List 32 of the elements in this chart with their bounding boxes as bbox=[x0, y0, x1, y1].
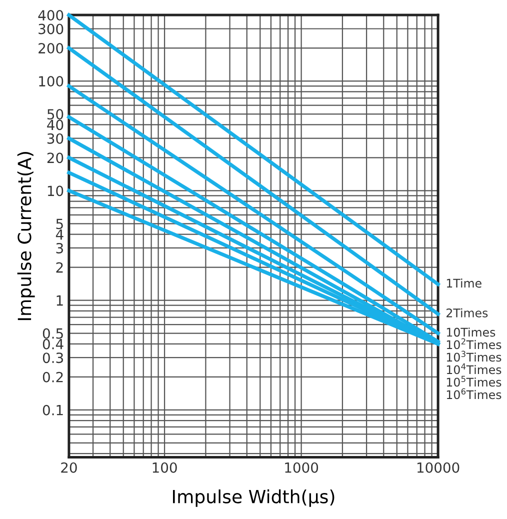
y-tick-label: 100 bbox=[39, 76, 64, 87]
y-tick-label: 10 bbox=[48, 186, 64, 196]
series-label: 2Times bbox=[446, 308, 488, 318]
y-tick-label: 300 bbox=[38, 24, 64, 34]
y-tick-label: 4 bbox=[56, 229, 64, 240]
y-tick-label: 40 bbox=[47, 120, 64, 130]
series-label: 10$^{4}$Times bbox=[446, 363, 502, 374]
x-axis-title: Impulse Width(μs) bbox=[173, 489, 334, 507]
y-tick-label: 0.2 bbox=[42, 372, 63, 382]
y-tick-label: 30 bbox=[47, 133, 64, 144]
y-tick-label: 1 bbox=[56, 295, 63, 306]
text: 10$^{6}$Times bbox=[446, 388, 502, 400]
series-label: 10$^{3}$Times bbox=[446, 350, 502, 362]
y-tick-label: 3 bbox=[56, 242, 63, 254]
x-tick-label: 1000 bbox=[285, 462, 318, 473]
y-tick-label: 400 bbox=[38, 10, 64, 21]
y-tick-label: 200 bbox=[38, 43, 64, 54]
y-tick-label: 20 bbox=[47, 152, 64, 164]
y-tick-label: 0.4 bbox=[42, 338, 64, 350]
series-label: 10$^{2}$Times bbox=[446, 338, 502, 350]
y-tick-label: 5 bbox=[56, 218, 63, 230]
series-label: 10Times bbox=[446, 328, 496, 337]
y-tick-label: 0.3 bbox=[42, 352, 63, 364]
text: 10$^{5}$Times bbox=[446, 376, 502, 387]
y-axis-title: Impulse Current(A) bbox=[17, 152, 35, 320]
x-tick-label: 10000 bbox=[417, 462, 460, 473]
y-tick-label: 0.5 bbox=[42, 328, 63, 339]
series-label: 1Time bbox=[446, 278, 482, 288]
y-tick-label: 2 bbox=[56, 262, 63, 273]
x-tick-label: 100 bbox=[152, 462, 177, 473]
y-tick-label: 50 bbox=[47, 109, 64, 120]
y-tick-label: 0.1 bbox=[42, 404, 63, 416]
